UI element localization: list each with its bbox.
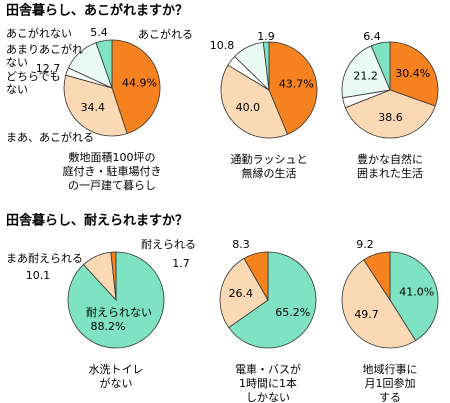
pie-slice (63, 74, 128, 137)
pie-slice (110, 251, 117, 301)
value-label: 10.8 (210, 39, 235, 52)
pie-slice (243, 251, 269, 302)
value-label: 5.4 (90, 26, 108, 39)
value-label: 65.2% (275, 306, 310, 319)
pie-slice (341, 45, 391, 99)
value-label: 8.3 (232, 238, 250, 251)
value-label: 34.4 (81, 101, 106, 114)
value-label: 10.1 (26, 269, 51, 282)
pie-caption: 通勤ラッシュと (231, 153, 308, 166)
category-label: どちらでもない (6, 70, 61, 96)
pie-slice (341, 259, 417, 349)
pie-slice (111, 39, 161, 135)
pie-slice (344, 89, 436, 139)
pie-caption: 電車・バスが (235, 362, 301, 376)
pie-slice (95, 39, 113, 89)
pie-caption: 地域行事に (363, 363, 418, 376)
pie-caption: しかない (246, 391, 290, 403)
section-heading: 田舎暮らし、耐えられますか？ (6, 213, 188, 229)
pie-slice (228, 251, 317, 349)
value-label: 1.9 (257, 30, 275, 43)
pie-caption: がない (100, 376, 133, 390)
category-label: あまりあこがれない (6, 43, 83, 69)
value-label: 44.9% (122, 77, 157, 90)
category-label: 耐えられる (141, 238, 196, 251)
category-label: 耐えられない (86, 306, 152, 319)
value-label: 6.4 (363, 30, 381, 43)
pie-caption: する (379, 391, 401, 403)
value-label: 26.4 (229, 287, 254, 300)
pie-caption: 囲まれた生活 (357, 166, 423, 180)
pie-slice (219, 257, 269, 329)
pie-slice (370, 41, 391, 91)
pie-slice (262, 41, 270, 91)
pie-slice (220, 64, 289, 139)
category-label: あこがれない (6, 27, 72, 40)
pie-slice (268, 41, 318, 135)
category-label: あこがれる (138, 28, 193, 41)
pie-slice (67, 251, 165, 349)
pie-slice (389, 41, 439, 107)
value-label: 41.0% (399, 285, 434, 298)
value-label: 43.7% (279, 78, 314, 91)
value-label: 49.7 (354, 308, 379, 321)
category-label: まあ、あこがれる (6, 131, 94, 144)
value-label: 21.2 (353, 70, 378, 83)
pie-caption: 1時間に1本 (239, 376, 297, 390)
pie-caption: 水洗トイレ (89, 363, 144, 376)
value-label: 9.2 (356, 238, 374, 251)
value-label: 30.4% (395, 67, 430, 80)
pie-slice (363, 251, 391, 302)
pie-caption: 月1回参加 (365, 376, 416, 390)
section-heading: 田舎暮らし、あこがれますか？ (6, 3, 188, 19)
pie-caption: 無縁の生活 (242, 166, 297, 180)
value-label: 1.7 (172, 257, 190, 270)
pie-caption: 豊かな自然に (357, 152, 423, 166)
pie-caption: の一戸建て暮らし (68, 178, 156, 192)
value-label: 38.6 (378, 111, 403, 124)
value-label: 88.2% (91, 320, 126, 333)
pie-caption: 庭付き・駐車場付き (63, 164, 162, 178)
category-label: まあ耐えられる (6, 252, 83, 265)
value-label: 40.0 (236, 101, 261, 114)
value-label: 12.7 (36, 62, 61, 75)
pie-caption: 敷地面積100坪の (69, 150, 156, 164)
